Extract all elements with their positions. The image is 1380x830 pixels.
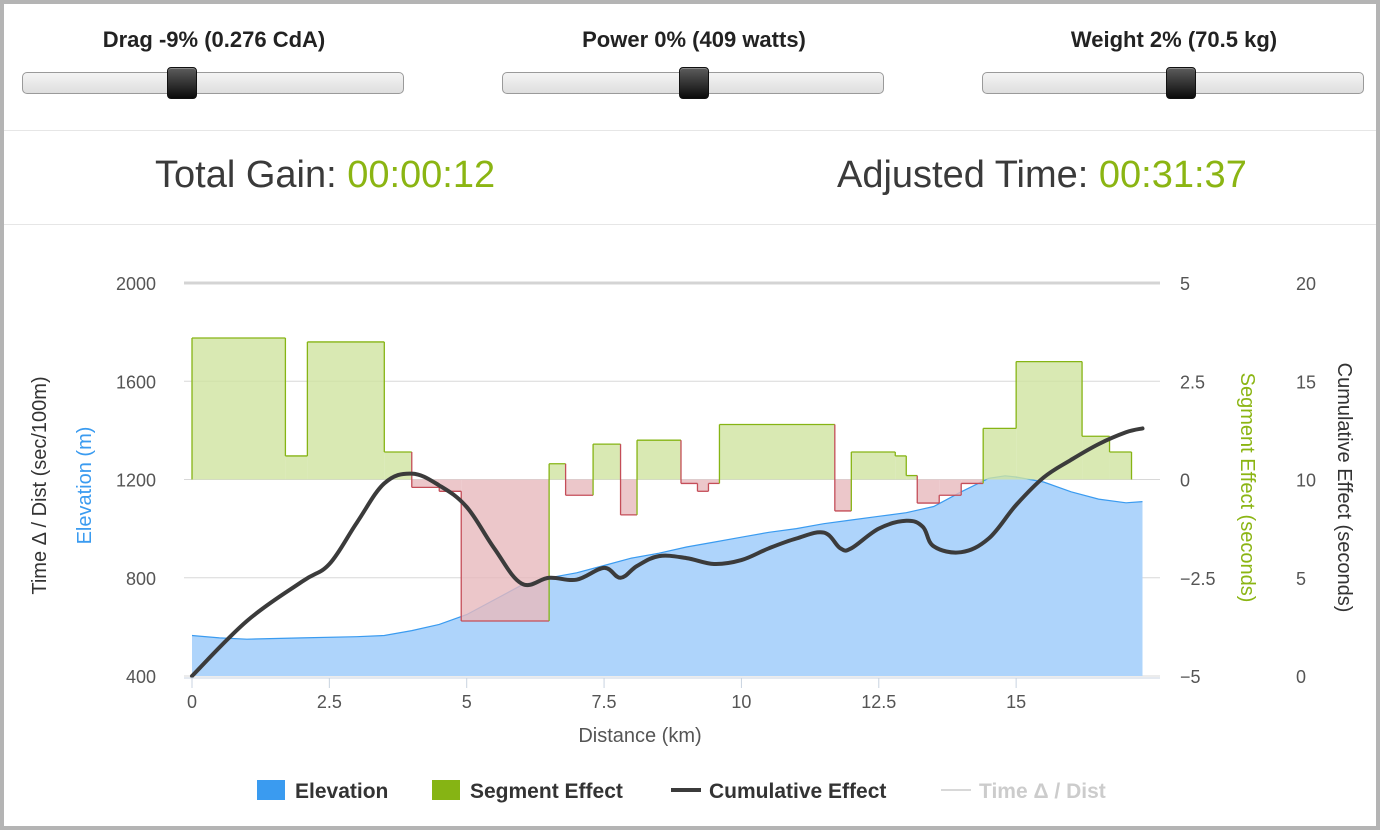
left-tick-label: 1600 xyxy=(116,372,156,392)
right-tick-label: 20 xyxy=(1296,274,1316,294)
segment-bar-negative xyxy=(680,479,698,484)
divider xyxy=(4,224,1376,225)
left-axis-title: Time Δ / Dist (sec/100m) xyxy=(29,376,51,594)
segment-bar-negative xyxy=(411,479,440,488)
x-tick-label: 7.5 xyxy=(592,692,617,712)
x-tick-label: 12.5 xyxy=(861,692,896,712)
segment-bar-positive xyxy=(593,444,621,480)
weight-slider-handle[interactable] xyxy=(1166,67,1196,99)
right-axis-title: Cumulative Effect (seconds) xyxy=(1333,363,1355,613)
legend-item-label: Segment Effect xyxy=(470,780,623,803)
adjusted-time-value: 00:31:37 xyxy=(1098,154,1247,196)
power-slider-label: Power 0% (409 watts) xyxy=(582,27,806,52)
drag-slider-track[interactable] xyxy=(22,67,404,99)
legend-item-label: Time Δ / Dist xyxy=(979,780,1106,803)
segment-bar-negative xyxy=(697,479,709,492)
segment-bar-positive xyxy=(906,475,918,480)
legend-swatch xyxy=(257,780,285,800)
segment-bar-negative xyxy=(439,479,462,492)
segment-bar-negative xyxy=(620,479,638,515)
x-tick-label: 2.5 xyxy=(317,692,342,712)
weight-slider-track[interactable] xyxy=(982,67,1364,99)
segment-bar-negative xyxy=(834,479,852,511)
right-tick-label: 0 xyxy=(1180,471,1190,491)
segment-bar-negative xyxy=(939,479,962,496)
segment-bar-negative xyxy=(461,479,550,621)
adjusted-time-label: Adjusted Time: xyxy=(837,154,1099,196)
left-tick-label: 1200 xyxy=(116,471,156,491)
left-tick-label: 800 xyxy=(126,569,156,589)
x-tick-label: 10 xyxy=(731,692,751,712)
segment-bar-positive xyxy=(1109,451,1132,480)
segment-bar-negative xyxy=(917,479,940,504)
right-tick-label: 0 xyxy=(1296,667,1306,687)
elevation-area xyxy=(192,475,1143,676)
right-tick-label: 5 xyxy=(1296,569,1306,589)
power-slider-track[interactable] xyxy=(502,67,884,99)
left-tick-label: 2000 xyxy=(116,274,156,294)
adjusted-time: Adjusted Time: 00:31:37 xyxy=(837,154,1247,197)
segment-effect-series xyxy=(191,337,1133,622)
right-tick-label: 2.5 xyxy=(1180,372,1205,392)
segment-bar-positive xyxy=(719,424,835,480)
segment-bar-positive xyxy=(549,463,566,480)
segment-bar-negative xyxy=(565,479,594,496)
effect-calculator-panel: Drag -9% (0.276 CdA) Power 0% (409 watts… xyxy=(4,4,1376,826)
x-axis-title: Distance (km) xyxy=(578,725,701,747)
weight-slider-block: Weight 2% (70.5 kg) xyxy=(982,26,1366,99)
cumulative-effect-series xyxy=(190,426,1145,678)
right-axis-title: Segment Effect (seconds) xyxy=(1236,373,1258,603)
right-tick-label: 10 xyxy=(1296,471,1316,491)
elevation-series xyxy=(191,475,1143,676)
total-gain-label: Total Gain: xyxy=(155,154,348,196)
axes: 0 2.5 5 7.5 10 12.5 15 Distance (km) 400 800 1200 1… xyxy=(29,274,1355,747)
right-tick-label: 15 xyxy=(1296,372,1316,392)
total-gain: Total Gain: 00:00:12 xyxy=(155,154,495,197)
total-gain-value: 00:00:12 xyxy=(347,154,496,196)
right-tick-label: −2.5 xyxy=(1180,569,1216,589)
segment-bar-positive xyxy=(1016,361,1083,480)
right-tick-label: 5 xyxy=(1180,274,1190,294)
segment-bar-positive xyxy=(285,455,308,480)
drag-slider-handle[interactable] xyxy=(167,67,197,99)
segment-bar-positive xyxy=(307,341,385,480)
right-tick-label: −5 xyxy=(1180,667,1201,687)
segment-bar-positive xyxy=(895,455,907,480)
drag-slider-label: Drag -9% (0.276 CdA) xyxy=(102,27,326,52)
power-slider-block: Power 0% (409 watts) xyxy=(502,26,886,99)
segment-bar-positive xyxy=(192,338,286,480)
segment-bar-negative xyxy=(961,479,984,484)
x-tick-label: 0 xyxy=(187,692,197,712)
x-tick-label: 15 xyxy=(1006,692,1026,712)
legend-item-label: Elevation xyxy=(295,780,388,803)
effect-chart: 0 2.5 5 7.5 10 12.5 15 Distance (km) 400 800 1200 1… xyxy=(29,274,1355,803)
chart-legend: Elevation Segment Effect Cumulative Effect… xyxy=(257,780,1106,803)
divider xyxy=(4,130,1376,131)
weight-slider-label: Weight 2% (70.5 kg) xyxy=(1070,27,1278,52)
drag-slider-block: Drag -9% (0.276 CdA) xyxy=(22,26,406,99)
legend-swatch xyxy=(432,780,460,800)
x-tick-label: 5 xyxy=(462,692,472,712)
cumulative-effect-line xyxy=(190,426,1145,678)
segment-bar-positive xyxy=(983,428,1017,480)
segment-bar-positive xyxy=(637,440,681,480)
segment-bar-negative xyxy=(708,479,720,484)
left-axis-subtitle: Elevation (m) xyxy=(74,427,96,545)
legend-item-label: Cumulative Effect xyxy=(709,780,886,803)
power-slider-handle[interactable] xyxy=(679,67,709,99)
left-tick-label: 400 xyxy=(126,667,156,687)
segment-bar-positive xyxy=(851,451,896,480)
